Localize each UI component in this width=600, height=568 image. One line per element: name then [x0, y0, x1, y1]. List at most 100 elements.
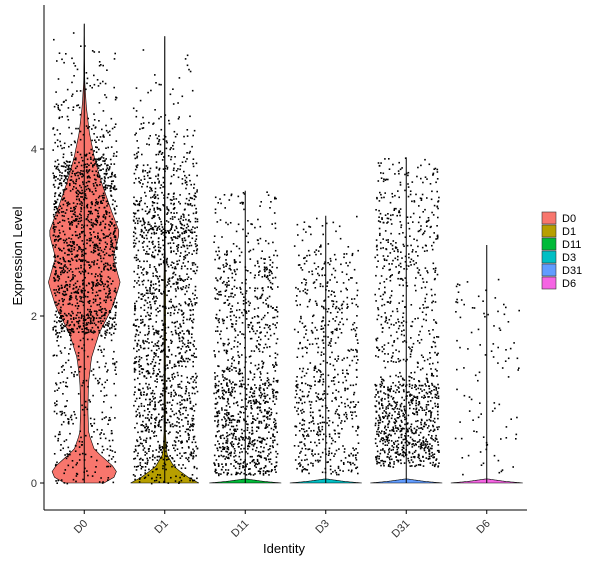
data-point [105, 96, 108, 99]
data-point [105, 252, 108, 255]
data-point [70, 210, 72, 212]
data-point [83, 325, 85, 327]
data-point [241, 432, 243, 435]
data-point [230, 325, 233, 328]
data-point [276, 381, 279, 383]
data-point [253, 350, 256, 352]
data-point [235, 316, 237, 319]
data-point [79, 203, 81, 205]
data-point [331, 290, 333, 292]
data-point [182, 342, 184, 344]
data-point [101, 156, 103, 158]
data-point [167, 155, 170, 157]
data-point [185, 417, 188, 419]
data-point [147, 229, 150, 232]
data-point [195, 235, 198, 237]
data-point [175, 305, 178, 308]
data-point [175, 412, 178, 415]
data-point [103, 172, 106, 175]
data-point [259, 344, 261, 346]
data-point [141, 208, 144, 211]
data-point [137, 249, 140, 252]
data-point [59, 449, 62, 451]
data-point [66, 175, 68, 177]
data-point [246, 463, 248, 465]
data-point [176, 421, 178, 423]
data-point [86, 175, 89, 178]
data-point [235, 323, 237, 325]
data-point [83, 294, 86, 297]
data-point [87, 219, 90, 222]
data-point [148, 450, 150, 452]
data-point [220, 437, 222, 439]
data-point [312, 282, 315, 284]
data-point [218, 318, 220, 320]
data-point [163, 411, 166, 413]
data-point [139, 234, 142, 236]
data-point [104, 227, 106, 229]
data-point [231, 390, 233, 393]
data-point [75, 295, 77, 297]
data-point [272, 241, 274, 244]
data-point [195, 302, 198, 304]
data-point [112, 199, 114, 201]
data-point [191, 303, 193, 305]
data-point [248, 442, 250, 445]
data-point [267, 286, 269, 288]
data-point [84, 270, 87, 273]
data-point [188, 438, 190, 441]
data-point [227, 434, 229, 437]
data-point [161, 329, 164, 331]
data-point [142, 321, 144, 323]
data-point [52, 328, 54, 331]
data-point [134, 445, 137, 447]
data-point [251, 429, 253, 432]
data-point [178, 346, 180, 349]
data-point [136, 318, 139, 321]
data-point [249, 437, 251, 439]
data-point [82, 259, 84, 261]
data-point [327, 385, 330, 388]
data-point [315, 253, 317, 256]
data-point [57, 437, 60, 440]
data-point [185, 346, 187, 348]
data-point [55, 294, 57, 297]
data-point [149, 437, 152, 440]
data-point [231, 276, 234, 279]
data-point [98, 242, 101, 245]
data-point [327, 344, 330, 346]
data-point [172, 378, 174, 380]
data-point [156, 228, 159, 230]
data-point [56, 165, 59, 168]
data-point [227, 277, 230, 279]
data-point [179, 407, 182, 410]
data-point [146, 452, 148, 455]
data-point [59, 320, 61, 323]
data-point [155, 308, 157, 311]
data-point [334, 295, 336, 297]
data-point [178, 352, 180, 355]
data-point [94, 247, 97, 249]
data-point [134, 309, 136, 312]
data-point [89, 239, 92, 241]
data-point [188, 152, 191, 154]
data-point [66, 182, 68, 185]
data-point [99, 184, 101, 186]
data-point [350, 328, 353, 331]
data-point [196, 189, 198, 191]
data-point [187, 339, 189, 342]
data-point [232, 415, 235, 417]
data-point [266, 297, 269, 299]
data-point [89, 212, 91, 215]
data-point [185, 457, 187, 459]
data-point [226, 384, 228, 387]
data-point [69, 179, 72, 181]
data-point [269, 281, 272, 284]
data-point [93, 317, 95, 319]
data-point [171, 218, 174, 220]
data-point [115, 306, 117, 309]
data-point [69, 450, 71, 453]
data-point [72, 242, 75, 244]
data-point [322, 233, 324, 236]
data-point [161, 447, 164, 449]
